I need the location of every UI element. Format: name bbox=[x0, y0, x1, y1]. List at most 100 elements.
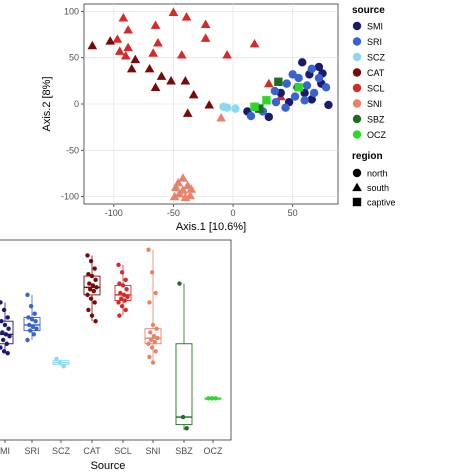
box-point bbox=[177, 281, 182, 286]
box-x-tick-label: SRI bbox=[24, 446, 39, 456]
scatter-x-tick-label: -100 bbox=[105, 208, 123, 218]
box-point bbox=[88, 296, 94, 301]
scatter-x-tick-label: 50 bbox=[288, 208, 298, 218]
scatter-points bbox=[87, 7, 333, 202]
box-point bbox=[184, 426, 189, 431]
box-point bbox=[85, 253, 90, 258]
scatter-y-tick-label: 0 bbox=[74, 99, 79, 109]
box-point bbox=[61, 364, 66, 369]
scatter-point bbox=[281, 103, 290, 112]
box-point bbox=[149, 345, 155, 350]
box-point bbox=[117, 281, 122, 286]
box-point bbox=[146, 247, 151, 252]
box-point bbox=[54, 356, 59, 361]
box-point bbox=[0, 300, 3, 305]
scatter-y-tick-label: 100 bbox=[64, 6, 79, 16]
box-point bbox=[30, 324, 36, 330]
scatter-point bbox=[114, 46, 125, 55]
scatter-point bbox=[130, 54, 141, 64]
box-chart: MI SRI SCZ CAT SCL SNI SBZ OCZ Source bbox=[0, 239, 232, 472]
scatter-point bbox=[222, 103, 232, 112]
box-panel-border bbox=[0, 239, 232, 441]
box-x-tick-label: SBZ bbox=[175, 446, 193, 456]
box-point bbox=[86, 272, 91, 277]
legend-region-label: north bbox=[367, 169, 388, 179]
scatter-point bbox=[188, 89, 199, 99]
box-point bbox=[123, 277, 128, 283]
scatter-y-axis-title: Axis.2 [8%] bbox=[41, 76, 53, 131]
box-point bbox=[119, 303, 125, 309]
box-point bbox=[91, 288, 97, 294]
box-x-ticks: MI SRI SCZ CAT SCL SNI SBZ OCZ bbox=[0, 440, 223, 456]
box-group-sri bbox=[23, 292, 41, 343]
box-point bbox=[89, 313, 95, 318]
scatter-point bbox=[186, 184, 197, 193]
scatter-y-tick-label: 50 bbox=[69, 53, 79, 63]
box-point bbox=[206, 396, 211, 401]
scatter-point bbox=[264, 112, 274, 122]
scatter-point bbox=[314, 62, 324, 72]
box-point bbox=[153, 290, 158, 296]
legend-source-label: SCZ bbox=[367, 53, 386, 63]
box-x-tick-label: SCL bbox=[114, 446, 132, 456]
scatter-point bbox=[264, 78, 274, 88]
box-point bbox=[121, 292, 127, 298]
legend-region-label: south bbox=[367, 183, 389, 193]
box-point bbox=[119, 270, 125, 275]
scatter-point bbox=[112, 34, 123, 43]
legend-source-label: SRI bbox=[367, 37, 382, 47]
box-point bbox=[5, 315, 10, 320]
scatter-point bbox=[200, 33, 211, 42]
scatter-point bbox=[231, 104, 240, 113]
scatter-point bbox=[182, 108, 193, 117]
box-point bbox=[154, 326, 159, 331]
box-point bbox=[116, 300, 121, 305]
box-point bbox=[122, 298, 128, 303]
legend-source-label: SMI bbox=[367, 22, 383, 32]
scatter-point bbox=[216, 113, 226, 122]
box-group-sni bbox=[144, 247, 162, 365]
scatter-point bbox=[300, 96, 309, 105]
legend-region-key bbox=[352, 168, 362, 178]
box-point bbox=[0, 345, 3, 350]
scatter-chart: -100 -50 0 50 -100 -50 0 50 100 Axis.1 [10.6%] A… bbox=[41, 3, 339, 233]
box-point bbox=[88, 258, 94, 264]
box-point bbox=[89, 273, 95, 279]
box-point bbox=[3, 332, 9, 337]
legend-region-items: north south captive bbox=[352, 168, 396, 208]
box-x-tick-label: CAT bbox=[83, 446, 101, 456]
legend-source-title: source bbox=[352, 5, 385, 16]
scatter-point bbox=[166, 76, 176, 85]
box-point bbox=[88, 287, 93, 292]
legend: source SMI SRI SCZ CAT SCL SNI SBZ OCZ region n… bbox=[352, 5, 396, 208]
scatter-point bbox=[290, 92, 300, 101]
box-point bbox=[86, 307, 91, 313]
scatter-point bbox=[148, 48, 158, 57]
scatter-point bbox=[309, 88, 319, 98]
scatter-point bbox=[271, 97, 281, 107]
scatter-point bbox=[262, 96, 271, 105]
box-iqr bbox=[175, 343, 193, 426]
box-point bbox=[153, 349, 158, 354]
scatter-y-tick-label: -50 bbox=[66, 145, 79, 155]
legend-source-label: SCL bbox=[367, 84, 385, 94]
scatter-point bbox=[270, 86, 279, 96]
box-point bbox=[6, 326, 11, 331]
scatter-x-tick-label: 0 bbox=[231, 208, 236, 218]
legend-source-items: SMI SRI SCZ CAT SCL SNI SBZ OCZ bbox=[352, 22, 387, 140]
box-point bbox=[119, 296, 124, 301]
box-point bbox=[150, 360, 156, 365]
box-point bbox=[93, 319, 98, 324]
scatter-point bbox=[176, 50, 187, 59]
box-point bbox=[155, 335, 160, 341]
legend-region-title: region bbox=[352, 151, 383, 162]
box-point bbox=[147, 300, 152, 305]
box-point bbox=[0, 319, 4, 324]
scatter-point bbox=[123, 42, 133, 52]
scatter-point bbox=[204, 100, 215, 109]
scatter-x-axis-title: Axis.1 [10.6%] bbox=[176, 221, 246, 233]
scatter-point bbox=[150, 20, 161, 29]
box-point bbox=[57, 360, 63, 365]
scatter-point bbox=[324, 100, 333, 110]
scatter-ticks: -100 -50 0 50 -100 -50 0 50 100 bbox=[61, 6, 298, 218]
